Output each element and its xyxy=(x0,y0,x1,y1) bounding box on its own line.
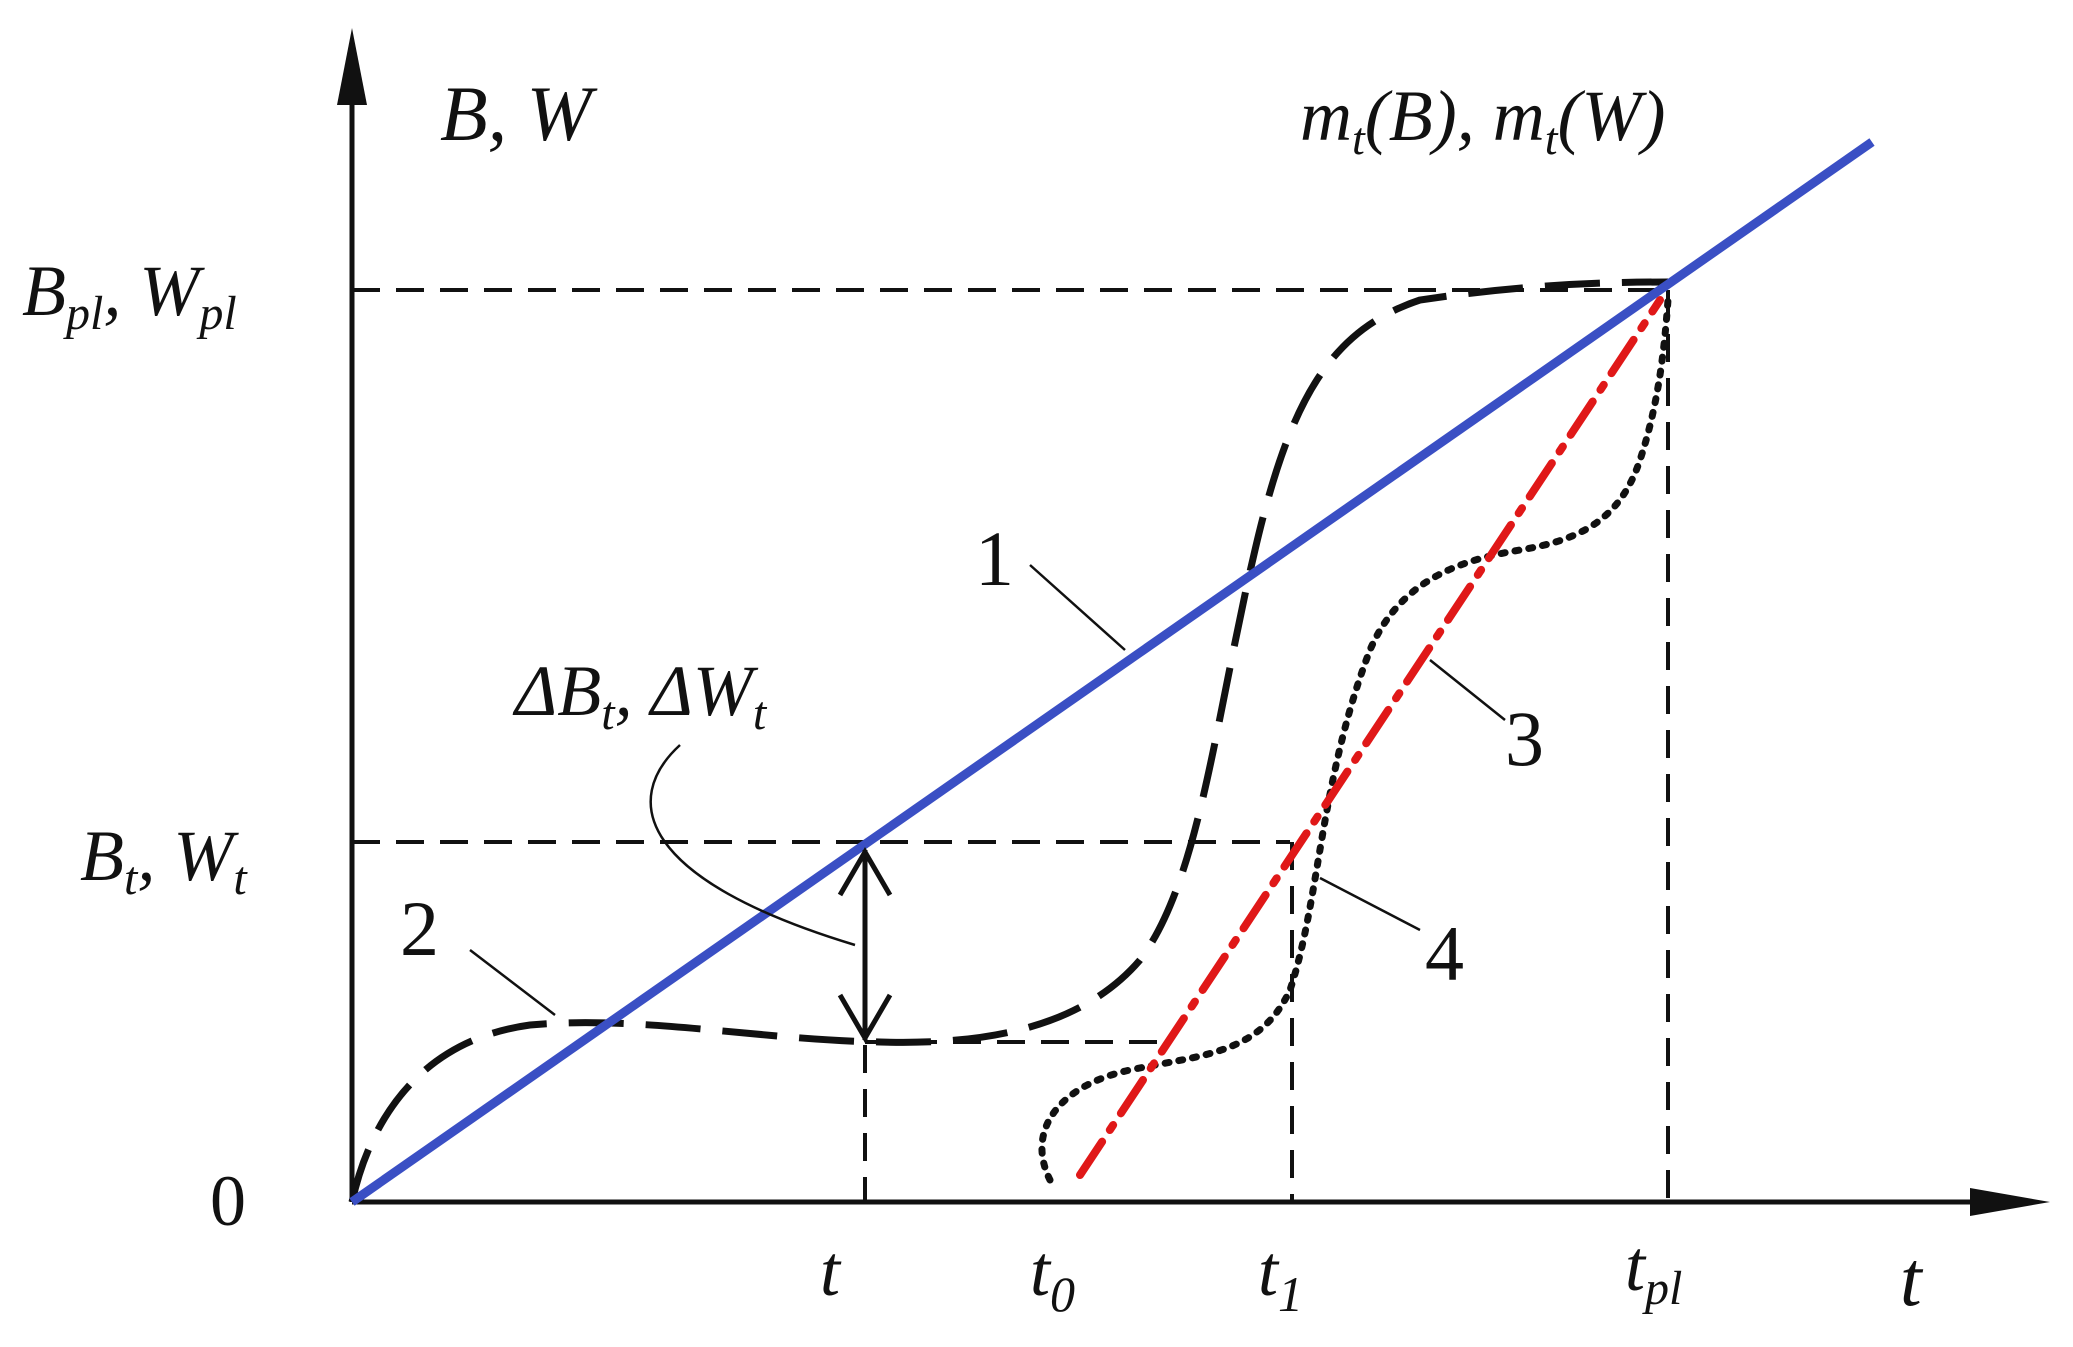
leader-4 xyxy=(1319,876,1421,932)
y-tick-bt-wt: Bt, Wt xyxy=(80,816,248,905)
curve-label-4: 4 xyxy=(1425,910,1464,997)
curve-label-3: 3 xyxy=(1505,695,1544,782)
curve-1 xyxy=(349,138,1875,1206)
delta-label: ΔBt, ΔWt xyxy=(512,651,768,740)
y-axis-arrowhead xyxy=(337,28,367,105)
curve-label-1: 1 xyxy=(975,515,1014,602)
x-tick-t1: t1 xyxy=(1258,1231,1303,1322)
mt-label: mt(B), mt(W) xyxy=(1300,76,1665,164)
y-tick-bpl-wpl: Bpl, Wpl xyxy=(22,251,237,340)
leader-2 xyxy=(469,949,556,1016)
curve-4 xyxy=(1076,296,1664,1179)
curve-3 xyxy=(1038,296,1672,1184)
x-axis-label: t xyxy=(1900,1235,1924,1322)
y-axis-label: B, W xyxy=(440,70,598,157)
x-axis-arrowhead xyxy=(1970,1188,2050,1216)
delta-arrow xyxy=(837,847,893,1043)
curve-label-2: 2 xyxy=(400,885,439,972)
x-tick-t: t xyxy=(820,1231,842,1311)
x-tick-t0: t0 xyxy=(1030,1231,1075,1322)
leader-delta xyxy=(649,744,856,947)
leader-3 xyxy=(1429,659,1506,721)
leader-1 xyxy=(1029,564,1126,651)
leader-lines xyxy=(469,564,1506,1016)
origin-label: 0 xyxy=(210,1161,246,1241)
curve-2 xyxy=(348,278,1669,1203)
x-tick-tpl: tpl xyxy=(1625,1226,1682,1315)
